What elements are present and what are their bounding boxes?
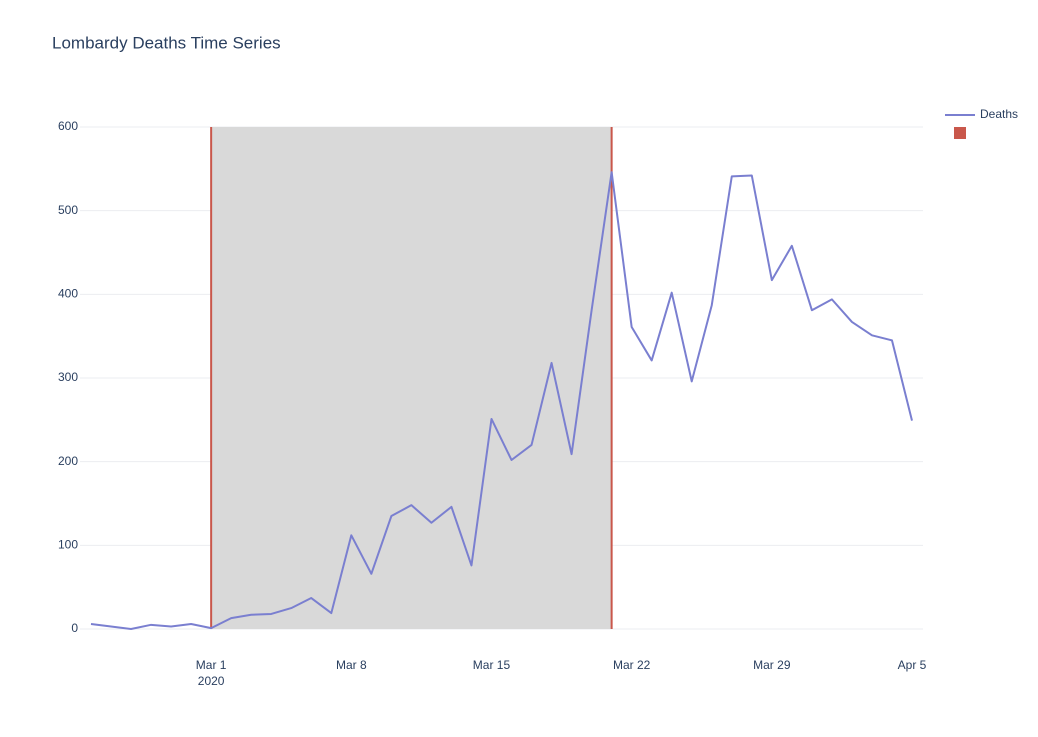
y-tick-label: 400 (58, 287, 78, 301)
y-tick-label: 0 (71, 621, 78, 635)
legend-swatch (954, 127, 966, 139)
y-tick-label: 100 (58, 538, 78, 552)
y-tick-label: 200 (58, 454, 78, 468)
x-tick-label: Apr 5 (898, 658, 927, 672)
y-tick-label: 500 (58, 203, 78, 217)
chart-title: Lombardy Deaths Time Series (52, 33, 281, 52)
x-tick-label: Mar 22 (613, 658, 651, 672)
y-tick-label: 300 (58, 370, 78, 384)
x-tick-label: Mar 29 (753, 658, 791, 672)
shaded-region (211, 127, 612, 629)
x-tick-label: Mar 15 (473, 658, 511, 672)
x-tick-label: Mar 1 (196, 658, 227, 672)
data-line (90, 171, 913, 630)
x-tick-year: 2020 (198, 674, 225, 688)
legend-label: Deaths (980, 107, 1018, 121)
x-tick-label: Mar 8 (336, 658, 367, 672)
y-tick-label: 600 (58, 119, 78, 133)
